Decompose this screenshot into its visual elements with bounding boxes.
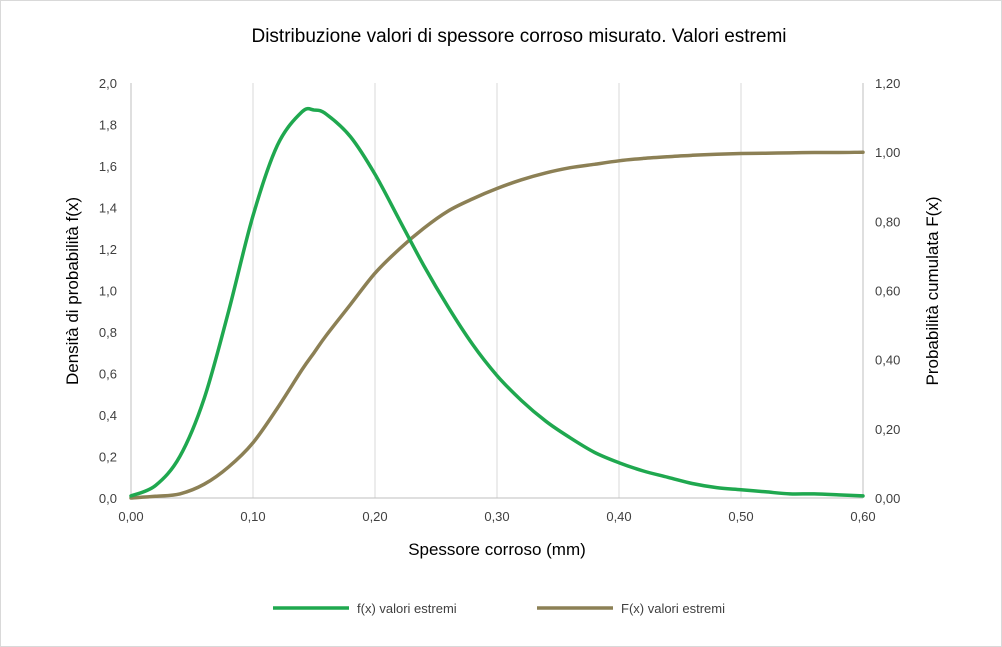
y-tick-label: 0,6 [99, 367, 117, 382]
y2-tick-label: 1,20 [875, 76, 900, 91]
x-tick-label: 0,40 [606, 509, 631, 524]
series-line-cumulative [129, 150, 865, 500]
y-tick-label: 0,4 [99, 408, 117, 423]
y-tick-label: 2,0 [99, 76, 117, 91]
y-tick-label: 1,6 [99, 159, 117, 174]
x-tick-label: 0,30 [484, 509, 509, 524]
y-tick-label: 0,0 [99, 491, 117, 506]
y-tick-label: 1,2 [99, 242, 117, 257]
y2-tick-label: 1,00 [875, 145, 900, 160]
y-tick-label: 0,2 [99, 450, 117, 465]
legend: f(x) valori estremi F(x) valori estremi [273, 601, 725, 616]
chart-title: Distribuzione valori di spessore corroso… [251, 26, 786, 47]
y2-tick-label: 0,20 [875, 422, 900, 437]
legend-cumulative-label: F(x) valori estremi [621, 601, 725, 616]
x-tick-label: 0,10 [240, 509, 265, 524]
y-tick-label: 0,8 [99, 325, 117, 340]
x-tick-label: 0,20 [362, 509, 387, 524]
y2-tick-label: 0,60 [875, 284, 900, 299]
grid-lines [252, 83, 864, 498]
y-tick-label: 1,8 [99, 118, 117, 133]
series-lines [129, 106, 865, 500]
x-tick-label: 0,50 [728, 509, 753, 524]
x-tick-label: 0,60 [850, 509, 875, 524]
y-axis-title: Densità di probabilità f(x) [63, 197, 82, 385]
series-line-density [129, 106, 865, 498]
y2-tick-label: 0,40 [875, 353, 900, 368]
y-tick-label: 1,0 [99, 284, 117, 299]
y2-tick-label: 0,80 [875, 214, 900, 229]
y2-tick-label: 0,00 [875, 491, 900, 506]
y2-axis-title: Probabilità cumulata F(x) [923, 197, 942, 386]
x-axis-title: Spessore corroso (mm) [408, 540, 586, 559]
x-tick-label: 0,00 [118, 509, 143, 524]
y-tick-label: 1,4 [99, 201, 117, 216]
tick-labels: 0,00 0,10 0,20 0,30 0,40 0,50 0,60 0,0 0,2 0,4 0,6… [99, 76, 900, 524]
legend-density-label: f(x) valori estremi [357, 601, 457, 616]
